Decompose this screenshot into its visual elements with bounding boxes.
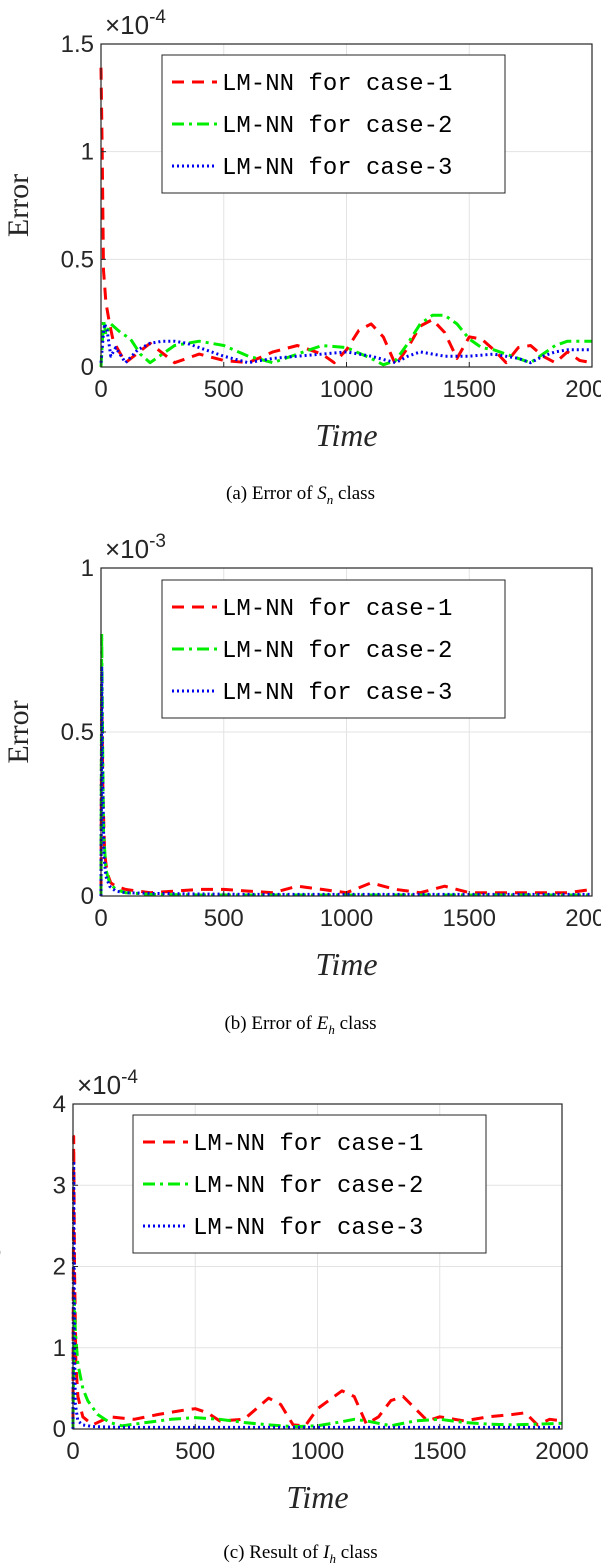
y-tick-label: 0.5 (61, 719, 94, 746)
series-line-case-3 (99, 322, 592, 365)
chart-panel-a: 0 500 1000 1500 2000 0 0.5 1 1.5 ×10-4 Error Time LM… (2, 7, 601, 453)
y-tick-label: 0.5 (61, 246, 94, 273)
legend-label-case-1: LM-NN for case-1 (193, 1131, 423, 1158)
x-tick-label: 2000 (565, 376, 601, 403)
y-tick-label: 3 (53, 1172, 66, 1199)
y-axis-exponent-power: -4 (121, 1067, 138, 1088)
y-tick-label: 0 (53, 1416, 66, 1443)
caption-c: (c) Result of Ih class (0, 1542, 601, 1567)
caption-c-prefix: (c) Result of (223, 1542, 324, 1563)
x-tick-label: 2000 (565, 905, 601, 932)
y-tick-label: 4 (53, 1091, 66, 1118)
y-tick-label: 1 (53, 1335, 66, 1362)
legend-box (161, 54, 506, 194)
caption-b-variable: E (316, 1013, 329, 1034)
series-line-case-2 (71, 1297, 563, 1430)
y-tick-label: 1.5 (61, 31, 94, 58)
y-axis-exponent-power: -3 (149, 531, 166, 552)
x-tick-label: 500 (204, 905, 244, 932)
y-tick-label: 1 (81, 555, 94, 582)
x-tick-label: 500 (204, 376, 244, 403)
x-axis-label: Time (315, 946, 377, 982)
caption-a: (a) Error of Sn class (0, 483, 601, 508)
y-axis-label: Error (0, 1235, 7, 1298)
series-line-case-1 (99, 67, 593, 367)
x-tick-label: 1500 (443, 376, 496, 403)
series-line-case-3 (99, 664, 592, 897)
legend-label-case-3: LM-NN for case-3 (193, 1215, 423, 1242)
legend-label-case-3: LM-NN for case-3 (222, 680, 452, 707)
x-tick-label: 1000 (320, 905, 373, 932)
caption-a-subscript: n (326, 491, 334, 507)
y-tick-label: 2 (53, 1254, 66, 1281)
x-tick-label: 500 (175, 1438, 215, 1465)
legend-label-case-2: LM-NN for case-2 (193, 1173, 423, 1200)
series-line-case-2 (99, 313, 592, 368)
caption-a-suffix: class (333, 483, 375, 504)
x-tick-label: 2000 (535, 1438, 588, 1465)
caption-c-suffix: class (335, 1542, 378, 1563)
caption-a-variable: S (317, 483, 327, 504)
legend-label-case-2: LM-NN for case-2 (222, 638, 452, 665)
x-tick-label: 1000 (320, 376, 373, 403)
y-axis-label: Error (2, 700, 35, 763)
caption-b-subscript: h (328, 1021, 335, 1037)
x-tick-label: 0 (94, 905, 107, 932)
legend-label-case-2: LM-NN for case-2 (222, 113, 452, 140)
y-axis-label: Error (2, 174, 35, 237)
x-tick-label: 0 (66, 1438, 79, 1465)
y-axis-exponent: ×10-4 (105, 7, 166, 40)
legend-box (132, 1114, 487, 1254)
legend-label-case-1: LM-NN for case-1 (222, 596, 452, 623)
y-tick-label: 0 (81, 883, 94, 910)
chart-panel-b: 0 500 1000 1500 2000 0 0.5 1 ×10-3 Error Time LM-NN… (2, 531, 601, 982)
caption-b: (b) Error of Eh class (0, 1013, 601, 1038)
legend-box (161, 579, 506, 719)
y-axis-exponent: ×10-3 (105, 531, 166, 564)
legend-label-case-1: LM-NN for case-1 (222, 71, 452, 98)
x-tick-label: 1500 (413, 1438, 466, 1465)
caption-b-suffix: class (334, 1013, 377, 1034)
y-axis-exponent-power: -4 (149, 7, 166, 28)
x-axis-label: Time (315, 417, 377, 453)
x-tick-label: 1000 (291, 1438, 344, 1465)
y-axis-exponent: ×10-4 (77, 1067, 138, 1100)
y-tick-label: 0 (81, 354, 94, 381)
caption-b-prefix: (b) Error of (224, 1013, 317, 1034)
chart-panel-c: 0 500 1000 1500 2000 0 1 2 3 4 ×10-4 Error Time LM-NN… (0, 1067, 589, 1515)
caption-c-subscript: h (329, 1550, 336, 1566)
x-axis-label: Time (286, 1479, 348, 1515)
legend-label-case-3: LM-NN for case-3 (222, 155, 452, 182)
x-tick-label: 0 (94, 376, 107, 403)
x-tick-label: 1500 (443, 905, 496, 932)
caption-a-prefix: (a) Error of (226, 483, 318, 504)
y-tick-label: 1 (81, 139, 94, 166)
caption-c-variable: I (323, 1542, 330, 1563)
